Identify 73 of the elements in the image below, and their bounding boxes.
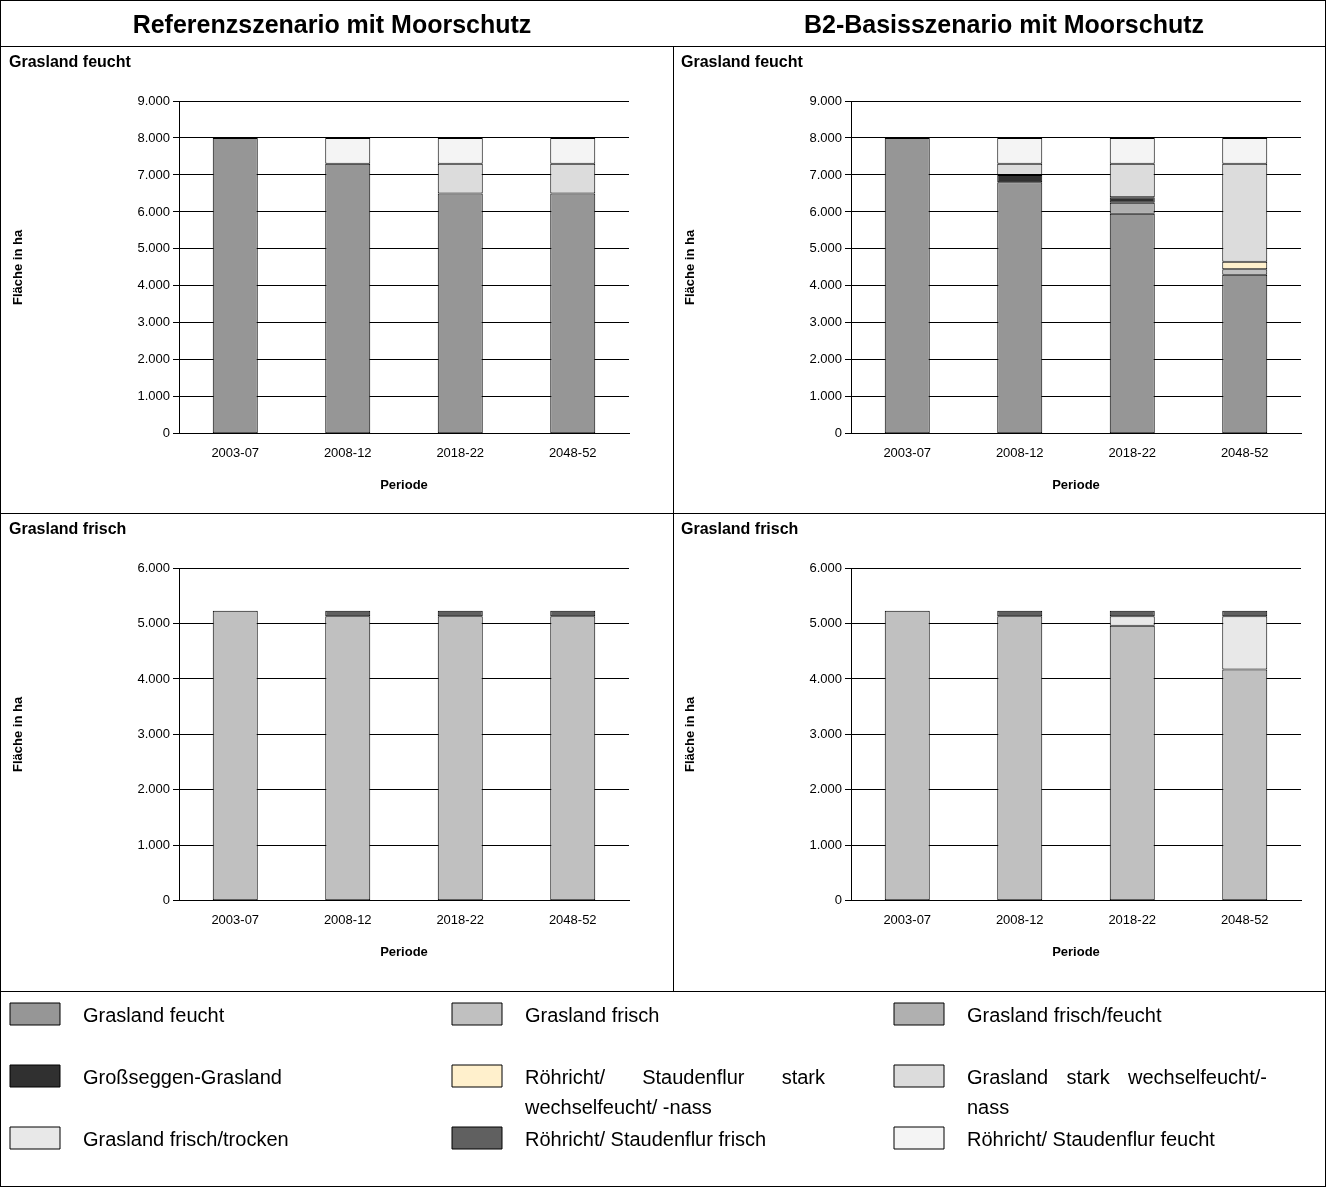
legend-label: Grasland frisch/trocken [83, 1127, 290, 1152]
y-tick-label: 4.000 [137, 277, 170, 293]
y-tick-label: 1.000 [137, 388, 170, 404]
legend-label: Röhricht/ Staudenflur stark wechselfeucht/ -nass [525, 1065, 825, 1120]
y-tick-label: 2.000 [137, 781, 170, 797]
chart-subtitle: Grasland feucht [681, 53, 803, 71]
chart-title: B2-Basisszenario mit Moorschutz [802, 9, 1206, 40]
x-tick-label: 2003-07 [883, 445, 932, 461]
x-tick-label: 2048-52 [1220, 445, 1269, 461]
y-tick-label: 3.000 [809, 725, 842, 741]
y-tick-label: 6.000 [137, 559, 170, 575]
x-tick-label: 2003-07 [211, 445, 260, 461]
x-axis-title: Periode [1052, 943, 1100, 959]
y-tick-label: 5.000 [809, 615, 842, 631]
legend-label: Grasland frisch [525, 1003, 661, 1028]
y-axis-title: Fläche in ha [682, 229, 698, 305]
y-tick-label: 9.000 [137, 92, 170, 108]
y-tick-label: 0 [162, 892, 170, 908]
y-tick-label: 1.000 [137, 836, 170, 852]
x-tick-label: 2008-12 [323, 912, 372, 928]
y-tick-label: 2.000 [809, 351, 842, 367]
x-tick-label: 2008-12 [323, 445, 372, 461]
y-axis-title: Fläche in ha [10, 229, 26, 305]
y-tick-label: 4.000 [809, 670, 842, 686]
y-tick-label: 5.000 [137, 240, 170, 256]
y-tick-label: 6.000 [809, 203, 842, 219]
y-axis-title: Fläche in ha [10, 696, 26, 772]
y-tick-label: 2.000 [137, 351, 170, 367]
chart-title: Referenzszenario mit Moorschutz [131, 9, 533, 40]
chart-subtitle: Grasland feucht [9, 53, 131, 71]
y-tick-label: 4.000 [137, 670, 170, 686]
x-axis-title: Periode [1052, 476, 1100, 492]
y-tick-label: 2.000 [809, 781, 842, 797]
x-tick-label: 2003-07 [211, 912, 260, 928]
legend-label: Grasland feucht [83, 1003, 226, 1028]
chart-subtitle: Grasland frisch [681, 520, 799, 538]
y-tick-label: 6.000 [137, 203, 170, 219]
legend-label: Großseggen-Grasland [83, 1065, 283, 1090]
x-tick-label: 2048-52 [548, 445, 597, 461]
y-tick-label: 3.000 [137, 314, 170, 330]
y-tick-label: 5.000 [809, 240, 842, 256]
y-tick-label: 7.000 [809, 166, 842, 182]
legend-label: Röhricht/ Staudenflur frisch [525, 1127, 768, 1152]
x-tick-label: 2008-12 [995, 445, 1044, 461]
y-tick-label: 0 [162, 425, 170, 441]
y-tick-label: 8.000 [137, 129, 170, 145]
y-tick-label: 3.000 [137, 725, 170, 741]
y-tick-label: 0 [834, 892, 842, 908]
y-tick-label: 3.000 [809, 314, 842, 330]
x-tick-label: 2003-07 [883, 912, 932, 928]
x-tick-label: 2018-22 [1108, 445, 1157, 461]
x-axis-title: Periode [380, 943, 428, 959]
y-tick-label: 0 [834, 425, 842, 441]
y-tick-label: 6.000 [809, 559, 842, 575]
y-axis-title: Fläche in ha [682, 696, 698, 772]
x-tick-label: 2018-22 [1108, 912, 1157, 928]
x-tick-label: 2008-12 [995, 912, 1044, 928]
x-tick-label: 2048-52 [1220, 912, 1269, 928]
x-tick-label: 2018-22 [436, 445, 485, 461]
legend-label: Grasland frisch/feucht [967, 1003, 1163, 1028]
x-tick-label: 2048-52 [548, 912, 597, 928]
y-tick-label: 4.000 [809, 277, 842, 293]
legend-label: Röhricht/ Staudenflur feucht [967, 1127, 1216, 1152]
legend-label: Grasland stark wechselfeucht/-nass [967, 1065, 1267, 1120]
y-tick-label: 8.000 [809, 129, 842, 145]
x-tick-label: 2018-22 [436, 912, 485, 928]
y-tick-label: 1.000 [809, 388, 842, 404]
y-tick-label: 7.000 [137, 166, 170, 182]
y-tick-label: 9.000 [809, 92, 842, 108]
chart-subtitle: Grasland frisch [9, 520, 127, 538]
y-tick-label: 5.000 [137, 615, 170, 631]
x-axis-title: Periode [380, 476, 428, 492]
y-tick-label: 1.000 [809, 836, 842, 852]
